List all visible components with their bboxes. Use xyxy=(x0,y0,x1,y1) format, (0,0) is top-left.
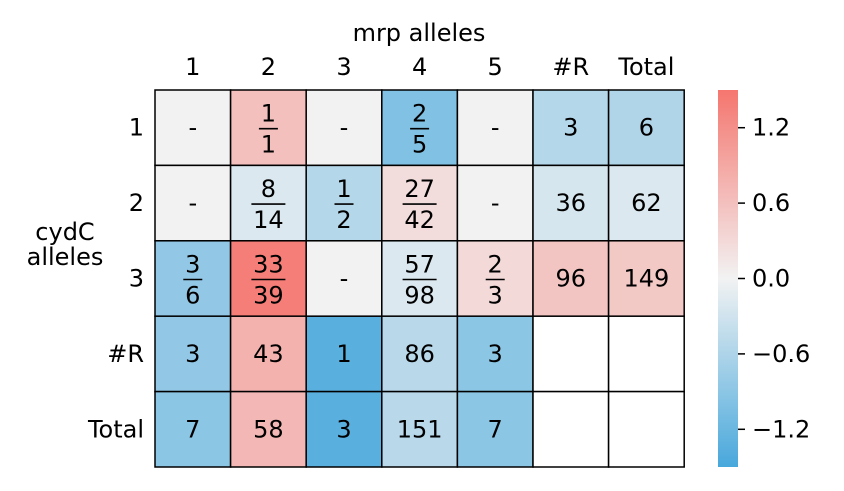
heatmap-cell xyxy=(532,390,610,468)
cell-value: 7 xyxy=(488,415,503,443)
cell-value: 1 xyxy=(336,340,351,368)
row-label: 2 xyxy=(129,189,144,217)
row-labels: 1 2 3 #R Total xyxy=(87,114,144,444)
cell-value: 7 xyxy=(185,415,200,443)
heatmap-cell xyxy=(532,164,610,242)
heatmap-cell xyxy=(456,315,534,393)
heatmap-cell xyxy=(154,390,232,468)
heatmap-cell xyxy=(607,164,685,242)
cell-value: 62 xyxy=(631,189,662,217)
column-label: #R xyxy=(552,53,589,81)
cell-value: - xyxy=(491,114,500,142)
heatmap-cell xyxy=(607,390,685,468)
cell-value: 3 xyxy=(488,340,503,368)
cell-numerator: 27 xyxy=(404,175,435,203)
heatmap-cell xyxy=(456,240,534,317)
heatmap-cell xyxy=(381,315,459,393)
column-label: 2 xyxy=(261,53,276,81)
heatmap-cell xyxy=(229,89,307,167)
cell-denominator: 3 xyxy=(488,282,503,310)
column-labels: 1 2 3 4 5 #R Total xyxy=(185,53,674,81)
row-label: 3 xyxy=(129,265,144,293)
cell-value: - xyxy=(491,189,500,217)
heatmap-cell xyxy=(305,315,383,393)
colorbar-tick-label: −1.2 xyxy=(752,415,810,443)
cell-denominator: 5 xyxy=(412,131,427,159)
heatmap-cell xyxy=(154,89,232,167)
cell-numerator: 33 xyxy=(253,251,284,279)
cell-value: 96 xyxy=(556,265,587,293)
heatmap-cell xyxy=(154,315,232,393)
column-label: 3 xyxy=(336,53,351,81)
heatmap-cell xyxy=(607,240,685,317)
cell-numerator: 3 xyxy=(185,251,200,279)
cell-value: 36 xyxy=(556,189,587,217)
y-axis-label-line: cydC xyxy=(35,218,94,246)
colorbar-tick-label: −0.6 xyxy=(752,340,810,368)
colorbar-tick-label: 0.0 xyxy=(752,265,790,293)
column-label: Total xyxy=(617,53,674,81)
cell-denominator: 42 xyxy=(404,206,435,234)
heatmap-cell xyxy=(381,164,459,242)
cell-value: 149 xyxy=(623,265,669,293)
heatmap-cell xyxy=(154,240,232,317)
heatmap-cell xyxy=(607,315,685,393)
cell-value: 3 xyxy=(336,415,351,443)
chart-title: mrp alleles xyxy=(353,19,486,47)
row-label: 1 xyxy=(129,114,144,142)
cell-numerator: 2 xyxy=(488,251,503,279)
colorbar: 1.2 0.6 0.0 −0.6 −1.2 xyxy=(718,90,810,467)
cell-value: 58 xyxy=(253,415,284,443)
cell-denominator: 6 xyxy=(185,282,200,310)
cell-value: - xyxy=(340,265,349,293)
cell-value: - xyxy=(188,114,197,142)
cell-value: 3 xyxy=(185,340,200,368)
colorbar-gradient xyxy=(718,90,738,467)
cell-denominator: 98 xyxy=(404,282,435,310)
cell-value: 6 xyxy=(639,114,654,142)
cell-numerator: 2 xyxy=(412,100,427,128)
cell-numerator: 8 xyxy=(261,175,276,203)
column-label: 5 xyxy=(488,53,503,81)
heatmap-cell xyxy=(381,390,459,468)
heatmap-cell xyxy=(305,164,383,242)
column-label: 4 xyxy=(412,53,427,81)
heatmap-cell xyxy=(532,315,610,393)
row-label: Total xyxy=(87,415,144,443)
cell-value: - xyxy=(340,114,349,142)
cell-value: 43 xyxy=(253,340,284,368)
cell-numerator: 1 xyxy=(261,100,276,128)
y-axis-label-line: alleles xyxy=(27,243,104,271)
heatmap-cell xyxy=(532,89,610,167)
heatmap-cell xyxy=(305,240,383,317)
cell-value: 151 xyxy=(397,415,443,443)
colorbar-tick-label: 0.6 xyxy=(752,189,790,217)
cell-denominator: 39 xyxy=(253,282,284,310)
heatmap-cell xyxy=(607,89,685,167)
cell-value: 3 xyxy=(563,114,578,142)
cell-numerator: 57 xyxy=(404,251,435,279)
row-label: #R xyxy=(107,340,144,368)
cell-numerator: 1 xyxy=(336,175,351,203)
cell-value: 86 xyxy=(404,340,435,368)
cell-denominator: 2 xyxy=(336,206,351,234)
heatmap-cell xyxy=(229,390,307,468)
colorbar-tick-label: 1.2 xyxy=(752,114,790,142)
cell-denominator: 1 xyxy=(261,131,276,159)
cell-denominator: 14 xyxy=(253,206,284,234)
column-label: 1 xyxy=(185,53,200,81)
cell-value: - xyxy=(188,189,197,217)
y-axis-label: cydC alleles xyxy=(27,218,104,271)
